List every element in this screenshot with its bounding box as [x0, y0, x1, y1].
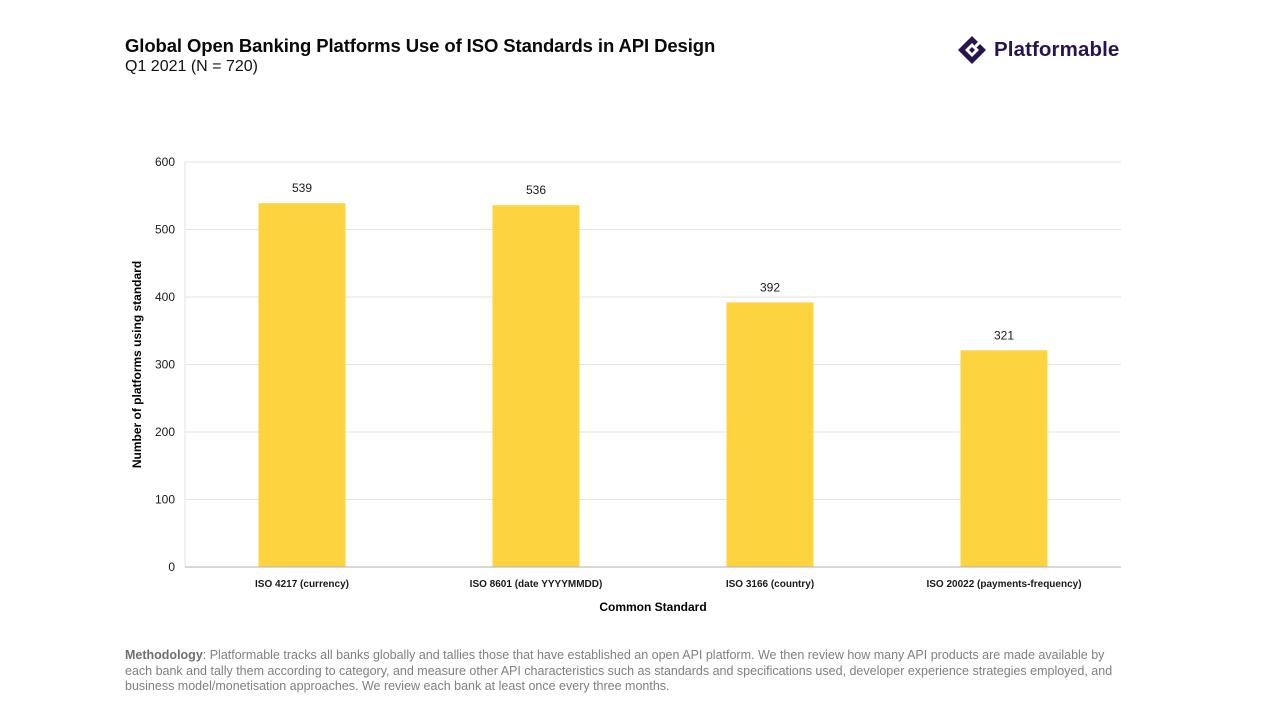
methodology-text: : Platformable tracks all banks globally… [125, 648, 1112, 693]
bar-chart: 0 100 200 300 400 500 600 539 536 392 321 ISO 421… [0, 0, 1280, 640]
y-tick-label: 200 [155, 425, 175, 439]
bar [961, 350, 1048, 567]
y-axis-ticks: 0 100 200 300 400 500 600 [155, 155, 175, 574]
y-tick-label: 0 [168, 560, 175, 574]
data-label: 536 [526, 183, 546, 197]
y-tick-label: 300 [155, 358, 175, 372]
bars [259, 203, 1048, 567]
data-label: 321 [994, 328, 1014, 342]
bar [493, 205, 580, 567]
x-tick-label: ISO 20022 (payments-frequency) [926, 579, 1081, 590]
y-tick-label: 600 [155, 155, 175, 169]
x-axis-ticks: ISO 4217 (currency) ISO 8601 (date YYYYMM… [255, 579, 1082, 590]
y-tick-label: 500 [155, 223, 175, 237]
x-tick-label: ISO 4217 (currency) [255, 579, 349, 590]
methodology-label: Methodology [125, 648, 203, 662]
y-tick-label: 400 [155, 290, 175, 304]
x-tick-label: ISO 3166 (country) [726, 579, 814, 590]
y-axis-title: Number of platforms using standard [130, 261, 144, 468]
y-tick-label: 100 [155, 493, 175, 507]
data-label: 392 [760, 280, 780, 294]
x-axis-title: Common Standard [599, 600, 706, 614]
data-labels: 539 536 392 321 [292, 181, 1014, 342]
methodology-note: Methodology: Platformable tracks all ban… [125, 648, 1125, 695]
bar [727, 302, 814, 567]
data-label: 539 [292, 181, 312, 195]
x-tick-label: ISO 8601 (date YYYYMMDD) [470, 579, 603, 590]
bar [259, 203, 346, 567]
